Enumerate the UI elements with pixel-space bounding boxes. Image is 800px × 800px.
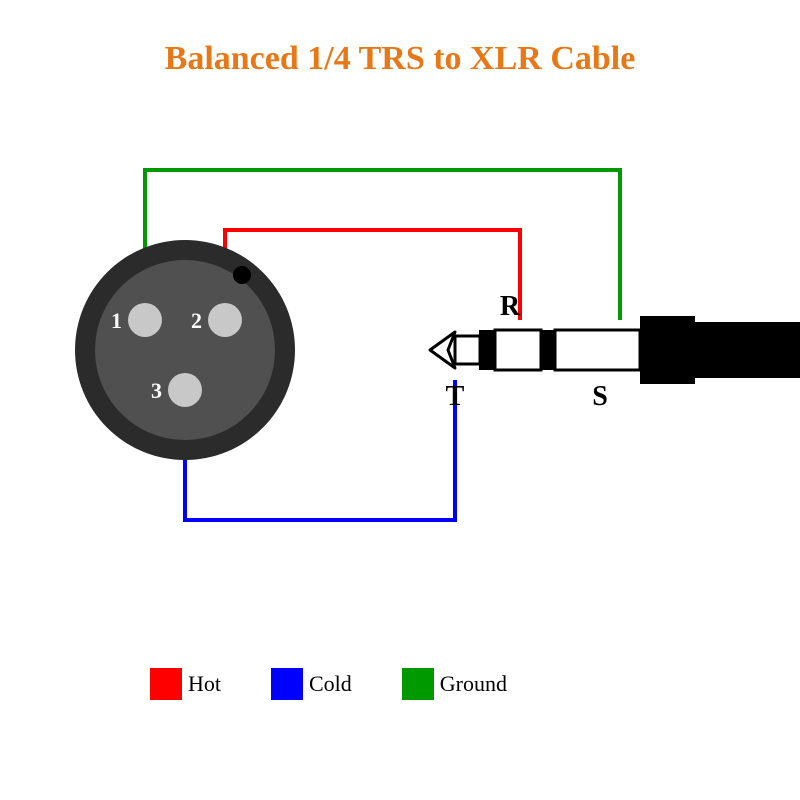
legend-item: Cold <box>271 668 352 700</box>
xlr-pin <box>168 373 202 407</box>
legend-swatch <box>402 668 434 700</box>
trs-label-sleeve: S <box>592 381 608 412</box>
legend-swatch <box>150 668 182 700</box>
trs-connector <box>430 316 800 384</box>
legend-label: Hot <box>188 671 221 697</box>
legend: Hot Cold Ground <box>150 668 507 700</box>
legend-item: Ground <box>402 668 507 700</box>
xlr-pin-label: 1 <box>111 308 122 333</box>
xlr-connector: 1 2 3 <box>75 240 295 460</box>
legend-swatch <box>271 668 303 700</box>
legend-label: Ground <box>440 671 507 697</box>
legend-item: Hot <box>150 668 221 700</box>
xlr-pin <box>208 303 242 337</box>
legend-label: Cold <box>309 671 352 697</box>
trs-label-tip: T <box>446 381 465 412</box>
trs-label-ring: R <box>500 291 521 322</box>
diagram-container: Balanced 1/4 TRS to XLR Cable 123 <box>0 0 800 800</box>
xlr-pin-label: 3 <box>151 378 162 403</box>
xlr-pin <box>128 303 162 337</box>
xlr-pin-label: 2 <box>191 308 202 333</box>
